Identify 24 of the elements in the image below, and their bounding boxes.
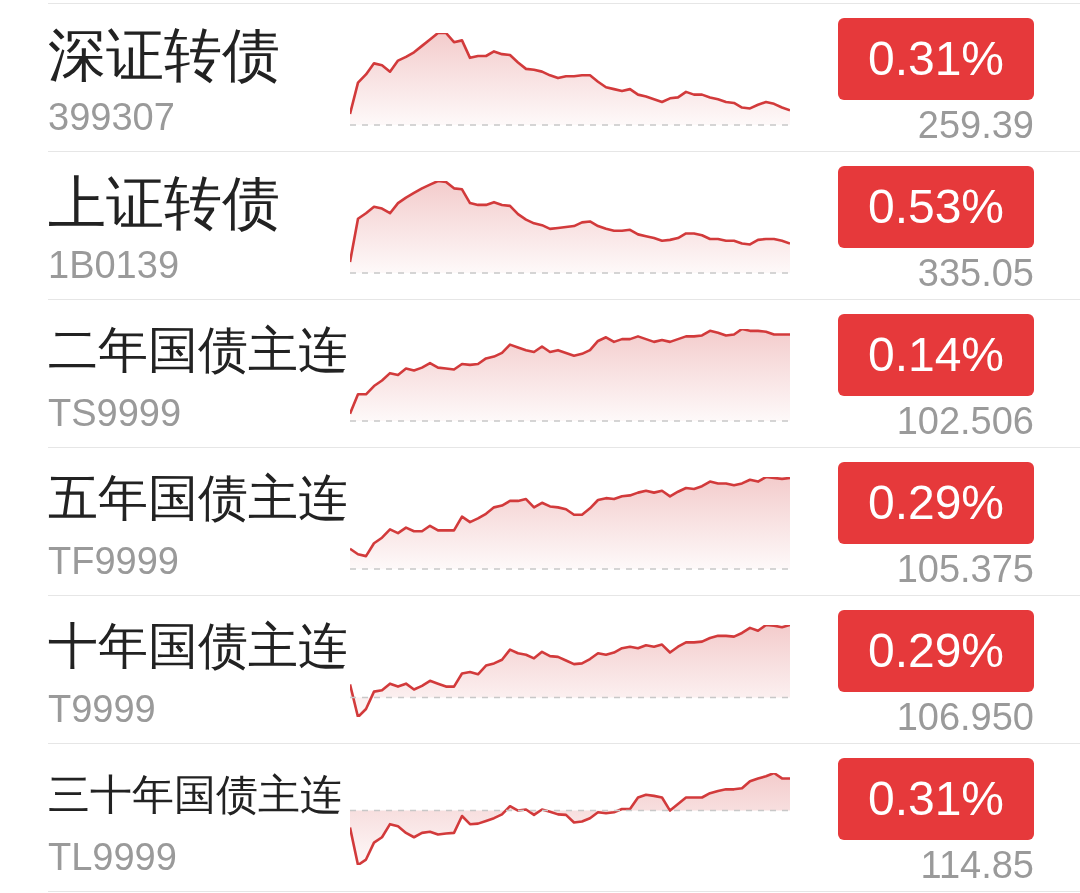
text: 105.375 — [896, 548, 1034, 590]
text: 0.14% — [867, 328, 1005, 381]
text: 102.506 — [896, 400, 1034, 442]
chart-title: 十年国债主连 — [48, 617, 348, 676]
text: 0.31% — [867, 772, 1005, 825]
text: TL9999 — [48, 836, 177, 878]
text: 335.05 — [917, 252, 1034, 294]
text: TF9999 — [48, 540, 179, 582]
text: T9999 — [48, 688, 156, 730]
text: TS9999 — [48, 392, 182, 434]
text: 259.39 — [917, 104, 1034, 146]
text: 0.31% — [867, 32, 1005, 85]
text: 1B0139 — [48, 244, 180, 286]
text: 0.29% — [867, 624, 1005, 677]
text: 399307 — [48, 96, 175, 138]
chart-title: 上证转债 — [48, 169, 280, 237]
chart-title: 二年国债主连 — [48, 321, 348, 380]
text: 106.950 — [896, 696, 1034, 738]
chart-title: 五年国债主连 — [48, 469, 348, 528]
chart-title: 三十年国债主连 — [48, 769, 342, 819]
chart-title: 深证转债 — [48, 21, 280, 89]
text: 0.53% — [867, 180, 1005, 233]
text: 114.85 — [920, 844, 1034, 886]
text: 0.29% — [867, 476, 1005, 529]
